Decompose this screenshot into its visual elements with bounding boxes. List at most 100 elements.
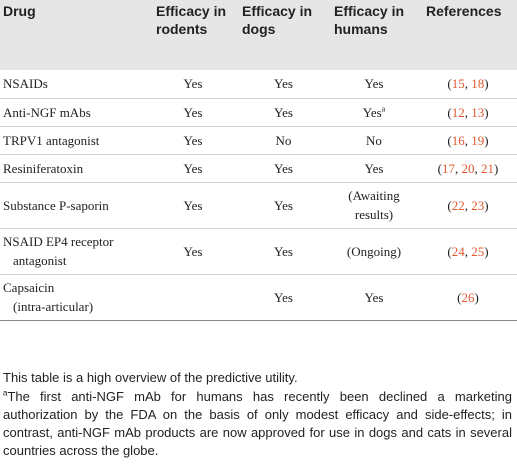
efficacy-rodents-cell: Yes <box>148 228 238 274</box>
efficacy-humans-cell: No <box>329 126 419 154</box>
references-cell: (17, 20, 21) <box>437 160 499 176</box>
efficacy-rodents-cell-value: Yes <box>183 243 203 259</box>
table-row: Anti-NGF mAbs Yes Yes Yesa (12, 13) <box>0 98 517 126</box>
header-efficacy-humans: Efficacy in humans <box>334 3 405 37</box>
reference-link[interactable]: 21 <box>481 160 494 176</box>
efficacy-rodents-cell: Yes <box>148 182 238 228</box>
table-row: NSAIDs Yes Yes Yes (15, 18) <box>0 70 517 98</box>
drug-cell: Substance P-saporin <box>0 182 148 228</box>
references-cell: (24, 25) <box>447 243 489 259</box>
efficacy-dogs-cell-value: No <box>275 132 292 148</box>
efficacy-humans-cell-value: Yes <box>364 76 384 92</box>
drug-efficacy-table: Drug Efficacy in rodents Efficacy in dog… <box>0 0 517 320</box>
references-cell: (22, 23) <box>447 197 489 213</box>
reference-link[interactable]: 17 <box>442 160 455 176</box>
reference-link[interactable]: 19 <box>471 132 485 148</box>
efficacy-dogs-cell: Yes <box>238 154 329 182</box>
efficacy-dogs-cell-value: Yes <box>274 289 293 305</box>
drug-cell: TRPV1 antagonist <box>0 126 148 154</box>
drug-name-line: NSAIDs <box>3 76 48 92</box>
efficacy-dogs-cell: Yes <box>238 70 329 98</box>
efficacy-dogs-cell-value: Yes <box>274 104 293 120</box>
efficacy-humans-cell: Yes <box>329 274 419 320</box>
table-header-row: Drug Efficacy in rodents Efficacy in dog… <box>0 0 517 70</box>
efficacy-humans-cell-value: Yes <box>362 104 382 120</box>
reference-link[interactable]: 16 <box>451 132 465 148</box>
drug-cell: Anti-NGF mAbs <box>0 98 148 126</box>
reference-link[interactable]: 24 <box>451 243 465 259</box>
table-body: NSAIDs Yes Yes Yes (15, 18) Anti-NGF mAbs Yes Y… <box>0 70 517 320</box>
drug-cell: Resiniferatoxin <box>0 154 148 182</box>
efficacy-dogs-cell-value: Yes <box>274 197 293 213</box>
efficacy-rodents-cell <box>148 274 238 320</box>
efficacy-humans-cell-value: (Awaiting results) <box>348 188 400 222</box>
reference-link[interactable]: 26 <box>461 289 475 305</box>
references-cell: (16, 19) <box>447 132 489 148</box>
references-cell: (12, 13) <box>447 104 489 120</box>
efficacy-humans-cell-value: Yes <box>364 160 384 176</box>
table-row: NSAID EP4 receptor antagonist Yes Yes (Ongoi… <box>0 228 517 274</box>
reference-link[interactable]: 20 <box>461 160 475 176</box>
table-row: Substance P-saporin Yes Yes (Awaiting resul… <box>0 182 517 228</box>
efficacy-humans-cell-value: (Ongoing) <box>346 243 402 259</box>
drug-name-line: antagonist <box>13 253 67 268</box>
drug-name-line: NSAID EP4 receptor <box>3 234 114 249</box>
reference-link[interactable]: 18 <box>471 76 485 92</box>
header-drug: Drug <box>3 3 36 19</box>
drug-cell: NSAID EP4 receptor antagonist <box>0 228 148 274</box>
drug-name-line: Capsaicin <box>3 280 55 295</box>
efficacy-dogs-cell: Yes <box>238 228 329 274</box>
reference-link[interactable]: 23 <box>471 197 485 213</box>
header-efficacy-rodents: Efficacy in rodents <box>156 3 227 37</box>
efficacy-dogs-cell: No <box>238 126 329 154</box>
reference-link[interactable]: 22 <box>451 197 465 213</box>
efficacy-rodents-cell: Yes <box>148 154 238 182</box>
drug-name-line: (intra-articular) <box>13 299 94 314</box>
efficacy-rodents-cell-value: Yes <box>183 160 203 176</box>
footnote-a-marker: a <box>3 388 8 398</box>
header-references: References <box>426 3 502 19</box>
drug-cell: NSAIDs <box>0 70 148 98</box>
footnote-marker[interactable]: a <box>381 104 386 114</box>
efficacy-rodents-cell-value: Yes <box>183 132 203 148</box>
footnote-a: aThe first anti-NGF mAb for humans has r… <box>3 388 512 460</box>
header-efficacy-dogs: Efficacy in dogs <box>242 3 313 37</box>
footnote-overview: This table is a high overview of the pre… <box>3 370 298 385</box>
efficacy-humans-cell: Yes <box>329 154 419 182</box>
reference-link[interactable]: 13 <box>471 104 485 120</box>
efficacy-rodents-cell-value: Yes <box>183 76 203 92</box>
efficacy-dogs-cell: Yes <box>238 182 329 228</box>
efficacy-rodents-cell: Yes <box>148 70 238 98</box>
drug-name-line: Substance P-saporin <box>3 197 109 213</box>
references-cell: (26) <box>457 289 479 305</box>
efficacy-dogs-cell-value: Yes <box>274 76 293 92</box>
efficacy-dogs-cell-value: Yes <box>274 243 293 259</box>
footnote-a-text: The first anti-NGF mAb for humans has re… <box>3 389 512 458</box>
efficacy-dogs-cell: Yes <box>238 98 329 126</box>
efficacy-humans-cell-value: Yes <box>364 289 384 305</box>
efficacy-dogs-cell-value: Yes <box>274 160 293 176</box>
references-cell: (15, 18) <box>447 76 489 92</box>
efficacy-rodents-cell: Yes <box>148 126 238 154</box>
drug-name-line: Anti-NGF mAbs <box>3 104 91 120</box>
efficacy-rodents-cell-value: Yes <box>183 197 203 213</box>
efficacy-humans-cell: Yes <box>329 70 419 98</box>
reference-link[interactable]: 15 <box>451 76 465 92</box>
table-row: Capsaicin (intra-articular) Yes Yes (26) <box>0 274 517 320</box>
efficacy-dogs-cell: Yes <box>238 274 329 320</box>
drug-name-line: Resiniferatoxin <box>3 160 84 176</box>
efficacy-rodents-cell-value: Yes <box>183 104 203 120</box>
efficacy-humans-cell: Yesa <box>329 98 419 126</box>
reference-link[interactable]: 25 <box>471 243 485 259</box>
efficacy-humans-cell: (Ongoing) <box>329 228 419 274</box>
efficacy-rodents-cell: Yes <box>148 98 238 126</box>
table-row: Resiniferatoxin Yes Yes Yes (17, 20, 21) <box>0 154 517 182</box>
drug-cell: Capsaicin (intra-articular) <box>0 274 148 320</box>
efficacy-humans-cell: (Awaiting results) <box>329 182 419 228</box>
efficacy-humans-cell-value: No <box>366 132 382 148</box>
reference-link[interactable]: 12 <box>451 104 465 120</box>
table-footnotes: This table is a high overview of the pre… <box>0 369 512 460</box>
drug-name-line: TRPV1 antagonist <box>3 132 100 148</box>
table-row: TRPV1 antagonist Yes No No (16, 19) <box>0 126 517 154</box>
